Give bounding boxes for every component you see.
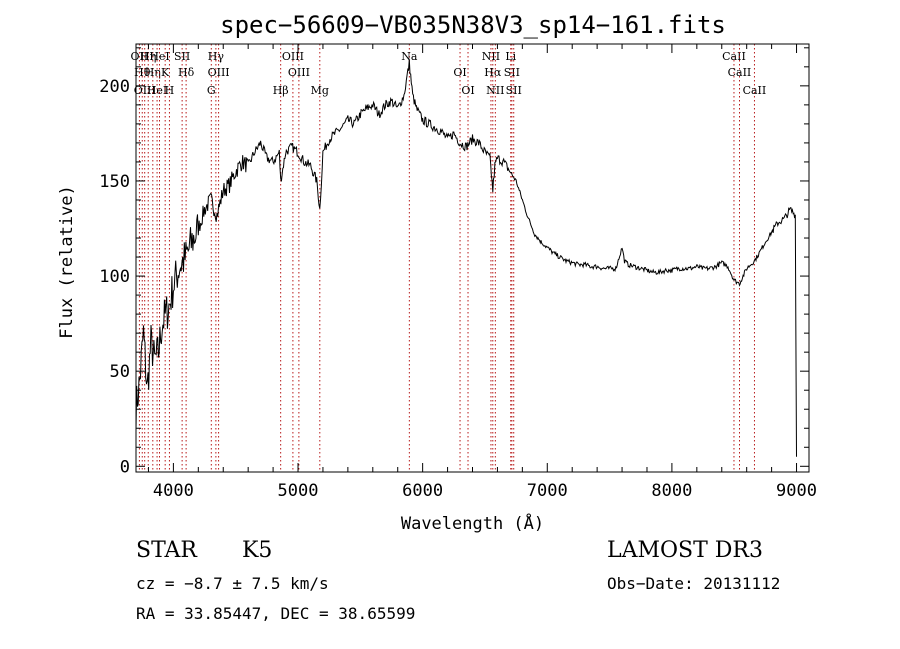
object-class: STAR — [136, 538, 197, 563]
line-label: Mg — [311, 84, 329, 97]
x-tick-label: 5000 — [278, 481, 319, 501]
line-label: Hη — [145, 66, 161, 79]
line-label: H — [165, 84, 175, 97]
line-label: HeI — [147, 84, 167, 97]
line-label: OI — [461, 84, 474, 97]
y-tick-label: 0 — [120, 457, 130, 477]
plot-area: spec−56609−VB035N38V3_sp14−161.fits OII Hθ… — [57, 11, 817, 534]
line-label: OII — [131, 50, 149, 63]
line-label: OIII — [282, 50, 304, 63]
redshift-readout: cz = −8.7 ± 7.5 km/s — [136, 574, 329, 593]
line-label: OIII — [134, 84, 156, 97]
line-label: SII — [504, 66, 520, 79]
line-label: K — [161, 66, 170, 79]
y-tick-label: 100 — [99, 267, 130, 287]
line-label: HeI — [149, 50, 169, 63]
line-label: Hβ — [273, 84, 289, 97]
line-label: CaII — [728, 66, 752, 79]
chart-title: spec−56609−VB035N38V3_sp14−161.fits — [220, 11, 726, 39]
line-label: Hη — [140, 50, 156, 63]
line-label: SII — [506, 84, 522, 97]
x-tick-label: 6000 — [402, 481, 443, 501]
survey-label: LAMOST DR3 — [607, 538, 763, 563]
line-label: OIII — [208, 66, 230, 79]
line-label: CaII — [722, 50, 746, 63]
line-label: Na — [401, 50, 418, 63]
x-tick-label: 8000 — [651, 481, 692, 501]
line-label: OI — [453, 66, 466, 79]
line-label: Hδ — [178, 66, 195, 79]
line-label: CaII — [743, 84, 767, 97]
object-subclass: K5 — [242, 538, 273, 563]
y-tick-label: 50 — [110, 362, 130, 382]
x-axis-label: Wavelength (Å) — [401, 512, 544, 534]
line-label: Hθ — [134, 66, 151, 79]
y-tick-label: 150 — [99, 172, 130, 192]
line-label: G — [207, 84, 216, 97]
spectrum-series — [135, 59, 797, 457]
line-label: Hα — [484, 66, 502, 79]
line-label: SII — [174, 50, 190, 63]
line-label: NII — [482, 50, 500, 63]
x-tick-label: 4000 — [153, 481, 194, 501]
plot-frame — [135, 43, 810, 473]
y-axis-label: Flux (relative) — [57, 185, 77, 339]
coordinates-readout: RA = 33.85447, DEC = 38.65599 — [136, 604, 416, 623]
x-tick-label: 7000 — [527, 481, 568, 501]
line-label: OIII — [288, 66, 310, 79]
obs-date-readout: Obs−Date: 20131112 — [607, 574, 781, 593]
line-label: Li — [505, 50, 516, 63]
line-label: Hγ — [208, 50, 225, 63]
x-tick-label: 9000 — [776, 481, 817, 501]
y-tick-label: 200 — [99, 77, 130, 97]
line-label: NII — [486, 84, 504, 97]
